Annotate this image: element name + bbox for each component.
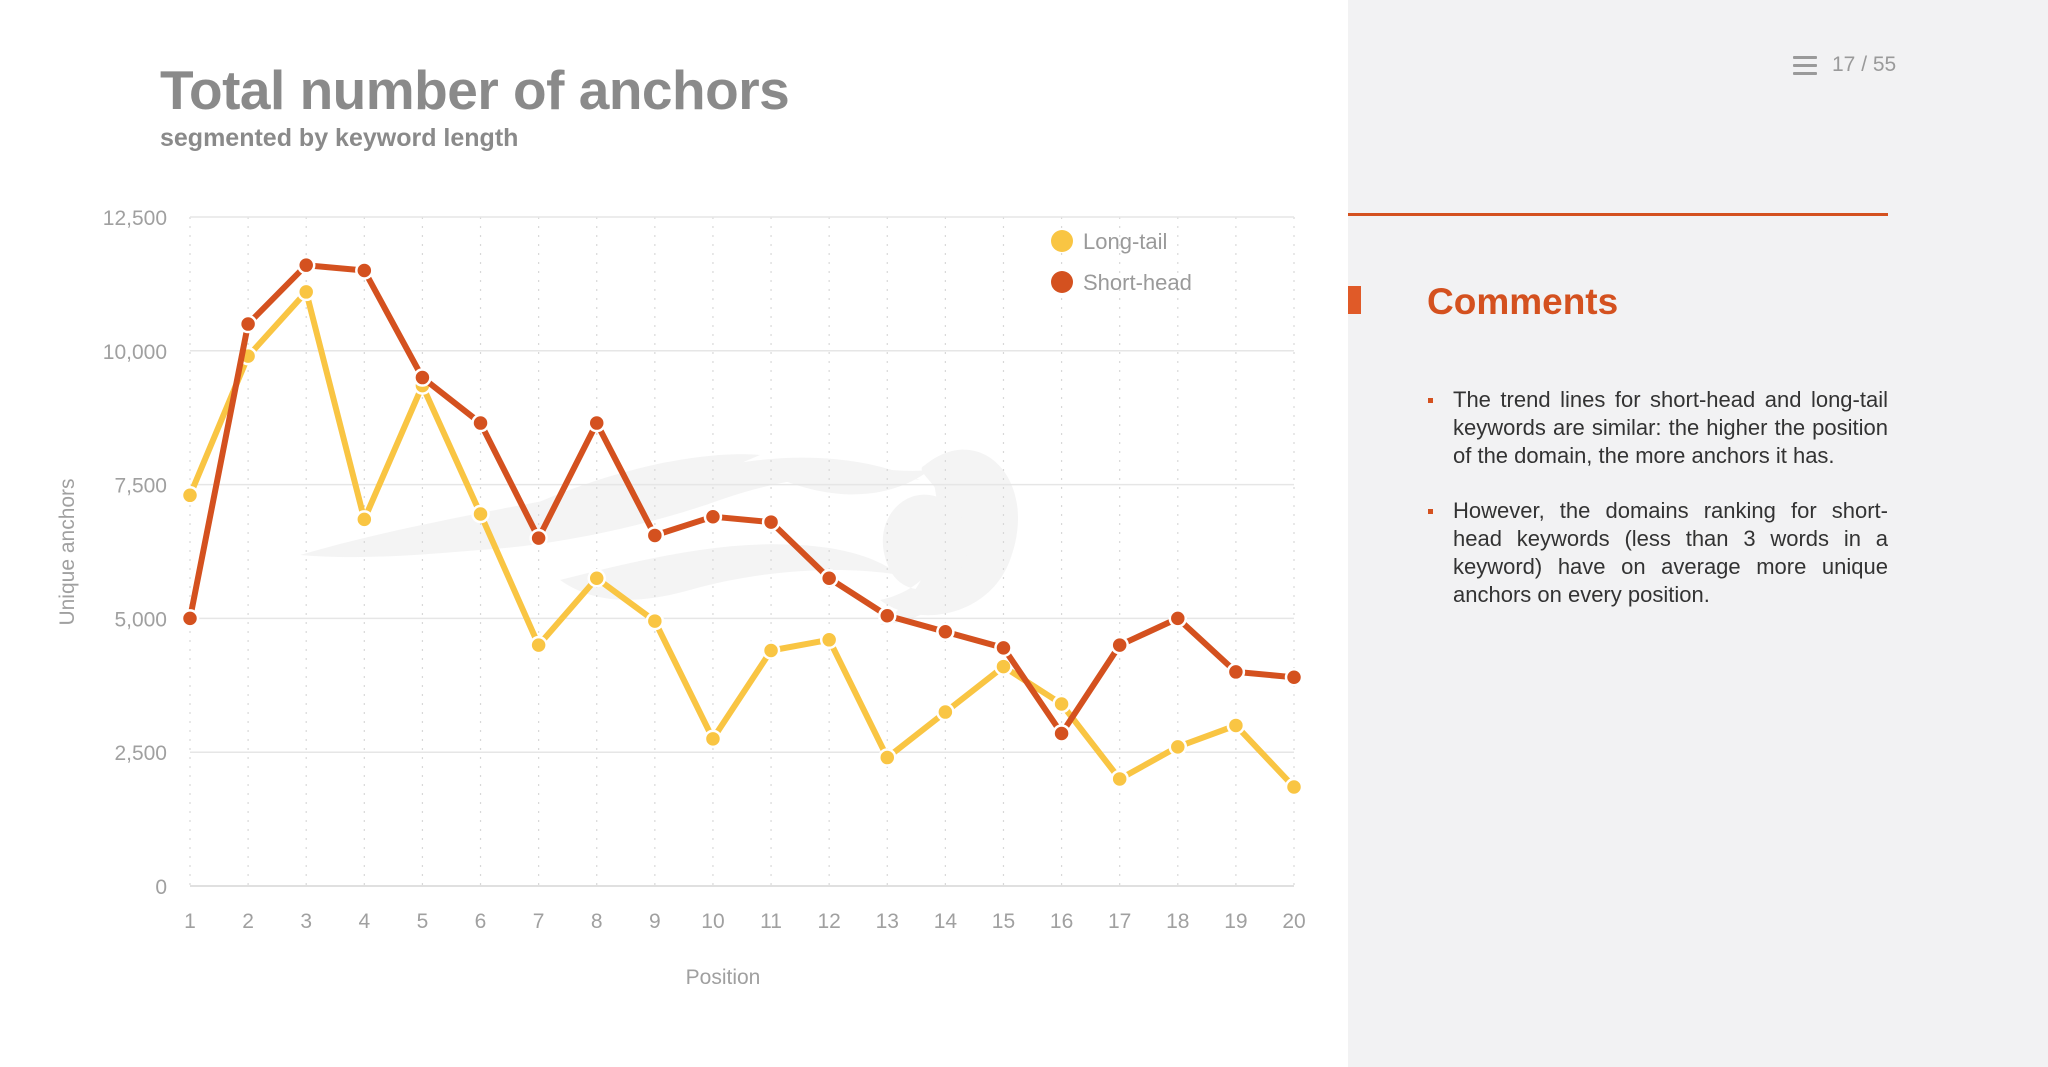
data-point[interactable] bbox=[355, 261, 374, 280]
x-tick-label: 20 bbox=[1282, 910, 1305, 933]
comments-list: The trend lines for short-head and long-… bbox=[1428, 386, 1888, 636]
comments-panel bbox=[1348, 0, 2048, 1067]
x-tick-label: 18 bbox=[1166, 910, 1189, 933]
x-axis: 1 2 3 4 5 6 7 8 9 10 11 12 13 14 15 16 17 18 19 20 bbox=[184, 910, 1306, 933]
data-point[interactable] bbox=[529, 528, 548, 548]
data-point[interactable] bbox=[761, 512, 781, 532]
data-point[interactable] bbox=[355, 510, 374, 529]
data-point[interactable] bbox=[936, 622, 955, 642]
x-tick-label: 8 bbox=[591, 910, 603, 933]
data-point[interactable] bbox=[587, 413, 606, 433]
comment-item: However, the domains ranking for short-h… bbox=[1428, 497, 1888, 609]
x-tick-label: 4 bbox=[358, 910, 370, 933]
y-tick-label: 12,500 bbox=[103, 207, 167, 230]
chart-legend: Long-tail Short-head bbox=[1051, 229, 1192, 295]
comments-heading: Comments bbox=[1427, 281, 1619, 322]
data-point[interactable] bbox=[238, 314, 258, 334]
data-point[interactable] bbox=[471, 504, 490, 524]
x-tick-label: 19 bbox=[1224, 910, 1247, 933]
legend-label: Short-head bbox=[1083, 270, 1192, 295]
data-point[interactable] bbox=[1168, 609, 1188, 628]
data-point[interactable] bbox=[296, 282, 316, 302]
series-short-head bbox=[180, 255, 1304, 743]
bullet-square-icon bbox=[1428, 398, 1433, 403]
y-tick-label: 0 bbox=[155, 876, 167, 899]
data-point[interactable] bbox=[819, 569, 839, 588]
data-point[interactable] bbox=[180, 486, 200, 505]
data-point[interactable] bbox=[1052, 724, 1071, 743]
data-point[interactable] bbox=[587, 569, 606, 588]
data-point[interactable] bbox=[1052, 694, 1071, 714]
y-tick-label: 10,000 bbox=[103, 341, 167, 364]
data-point[interactable] bbox=[1226, 662, 1246, 682]
hamburger-menu-icon[interactable] bbox=[1793, 56, 1817, 76]
data-point[interactable] bbox=[296, 255, 316, 275]
comment-item: The trend lines for short-head and long-… bbox=[1428, 386, 1888, 470]
legend-swatch bbox=[1051, 230, 1073, 252]
y-axis: 0 2,500 5,000 7,500 10,000 12,500 bbox=[103, 207, 167, 899]
x-tick-label: 15 bbox=[992, 910, 1015, 933]
x-tick-label: 16 bbox=[1050, 910, 1073, 933]
section-divider bbox=[1348, 213, 1888, 216]
data-point[interactable] bbox=[1110, 769, 1129, 789]
legend-swatch bbox=[1051, 271, 1073, 293]
x-tick-label: 7 bbox=[533, 910, 545, 933]
data-point[interactable] bbox=[1284, 668, 1304, 687]
data-point[interactable] bbox=[819, 630, 839, 650]
x-tick-label: 5 bbox=[417, 910, 429, 933]
legend-label: Long-tail bbox=[1083, 229, 1167, 254]
data-point[interactable] bbox=[936, 702, 955, 722]
bullet-square-icon bbox=[1428, 509, 1433, 514]
x-axis-label: Position bbox=[686, 966, 761, 989]
x-tick-label: 6 bbox=[475, 910, 487, 933]
data-point[interactable] bbox=[645, 611, 665, 631]
x-tick-label: 14 bbox=[934, 910, 958, 933]
data-point[interactable] bbox=[529, 635, 548, 655]
x-tick-label: 11 bbox=[760, 910, 782, 933]
series-long-tail bbox=[180, 282, 1304, 797]
chart-panel bbox=[0, 0, 1348, 1067]
x-tick-label: 13 bbox=[876, 910, 899, 933]
x-tick-label: 2 bbox=[242, 910, 254, 933]
heading-accent-marker bbox=[1348, 286, 1361, 314]
data-point[interactable] bbox=[1226, 716, 1246, 735]
x-tick-label: 10 bbox=[701, 910, 724, 933]
data-point[interactable] bbox=[645, 526, 665, 545]
data-point[interactable] bbox=[1284, 777, 1304, 797]
data-point[interactable] bbox=[413, 368, 432, 387]
y-tick-label: 2,500 bbox=[114, 742, 167, 765]
comment-text: However, the domains ranking for short-h… bbox=[1453, 498, 1888, 607]
comment-text: The trend lines for short-head and long-… bbox=[1453, 387, 1888, 468]
y-tick-label: 7,500 bbox=[114, 475, 167, 498]
x-tick-label: 12 bbox=[817, 910, 840, 933]
data-point[interactable] bbox=[994, 638, 1013, 658]
data-point[interactable] bbox=[1110, 635, 1129, 655]
page-subtitle: segmented by keyword length bbox=[160, 124, 519, 152]
data-point[interactable] bbox=[703, 729, 723, 749]
chart-grid bbox=[189, 216, 1295, 887]
x-tick-label: 9 bbox=[649, 910, 661, 933]
page-title: Total number of anchors bbox=[160, 59, 790, 121]
data-point[interactable] bbox=[878, 606, 897, 625]
series-line bbox=[187, 262, 1297, 737]
x-tick-label: 1 bbox=[184, 910, 196, 933]
data-point[interactable] bbox=[994, 657, 1013, 676]
watermark-flame-logo bbox=[300, 449, 1019, 625]
data-point[interactable] bbox=[878, 748, 897, 767]
data-point[interactable] bbox=[761, 641, 781, 660]
x-tick-label: 3 bbox=[300, 910, 312, 933]
chart-series bbox=[180, 255, 1304, 797]
page-indicator: 17 / 55 bbox=[1832, 53, 1897, 76]
data-point[interactable] bbox=[1168, 737, 1188, 757]
data-point[interactable] bbox=[471, 413, 490, 433]
series-line bbox=[187, 288, 1297, 790]
y-axis-label: Unique anchors bbox=[56, 478, 79, 625]
y-tick-label: 5,000 bbox=[114, 608, 167, 631]
data-point[interactable] bbox=[703, 507, 723, 526]
data-point[interactable] bbox=[180, 609, 200, 628]
x-tick-label: 17 bbox=[1108, 910, 1131, 933]
